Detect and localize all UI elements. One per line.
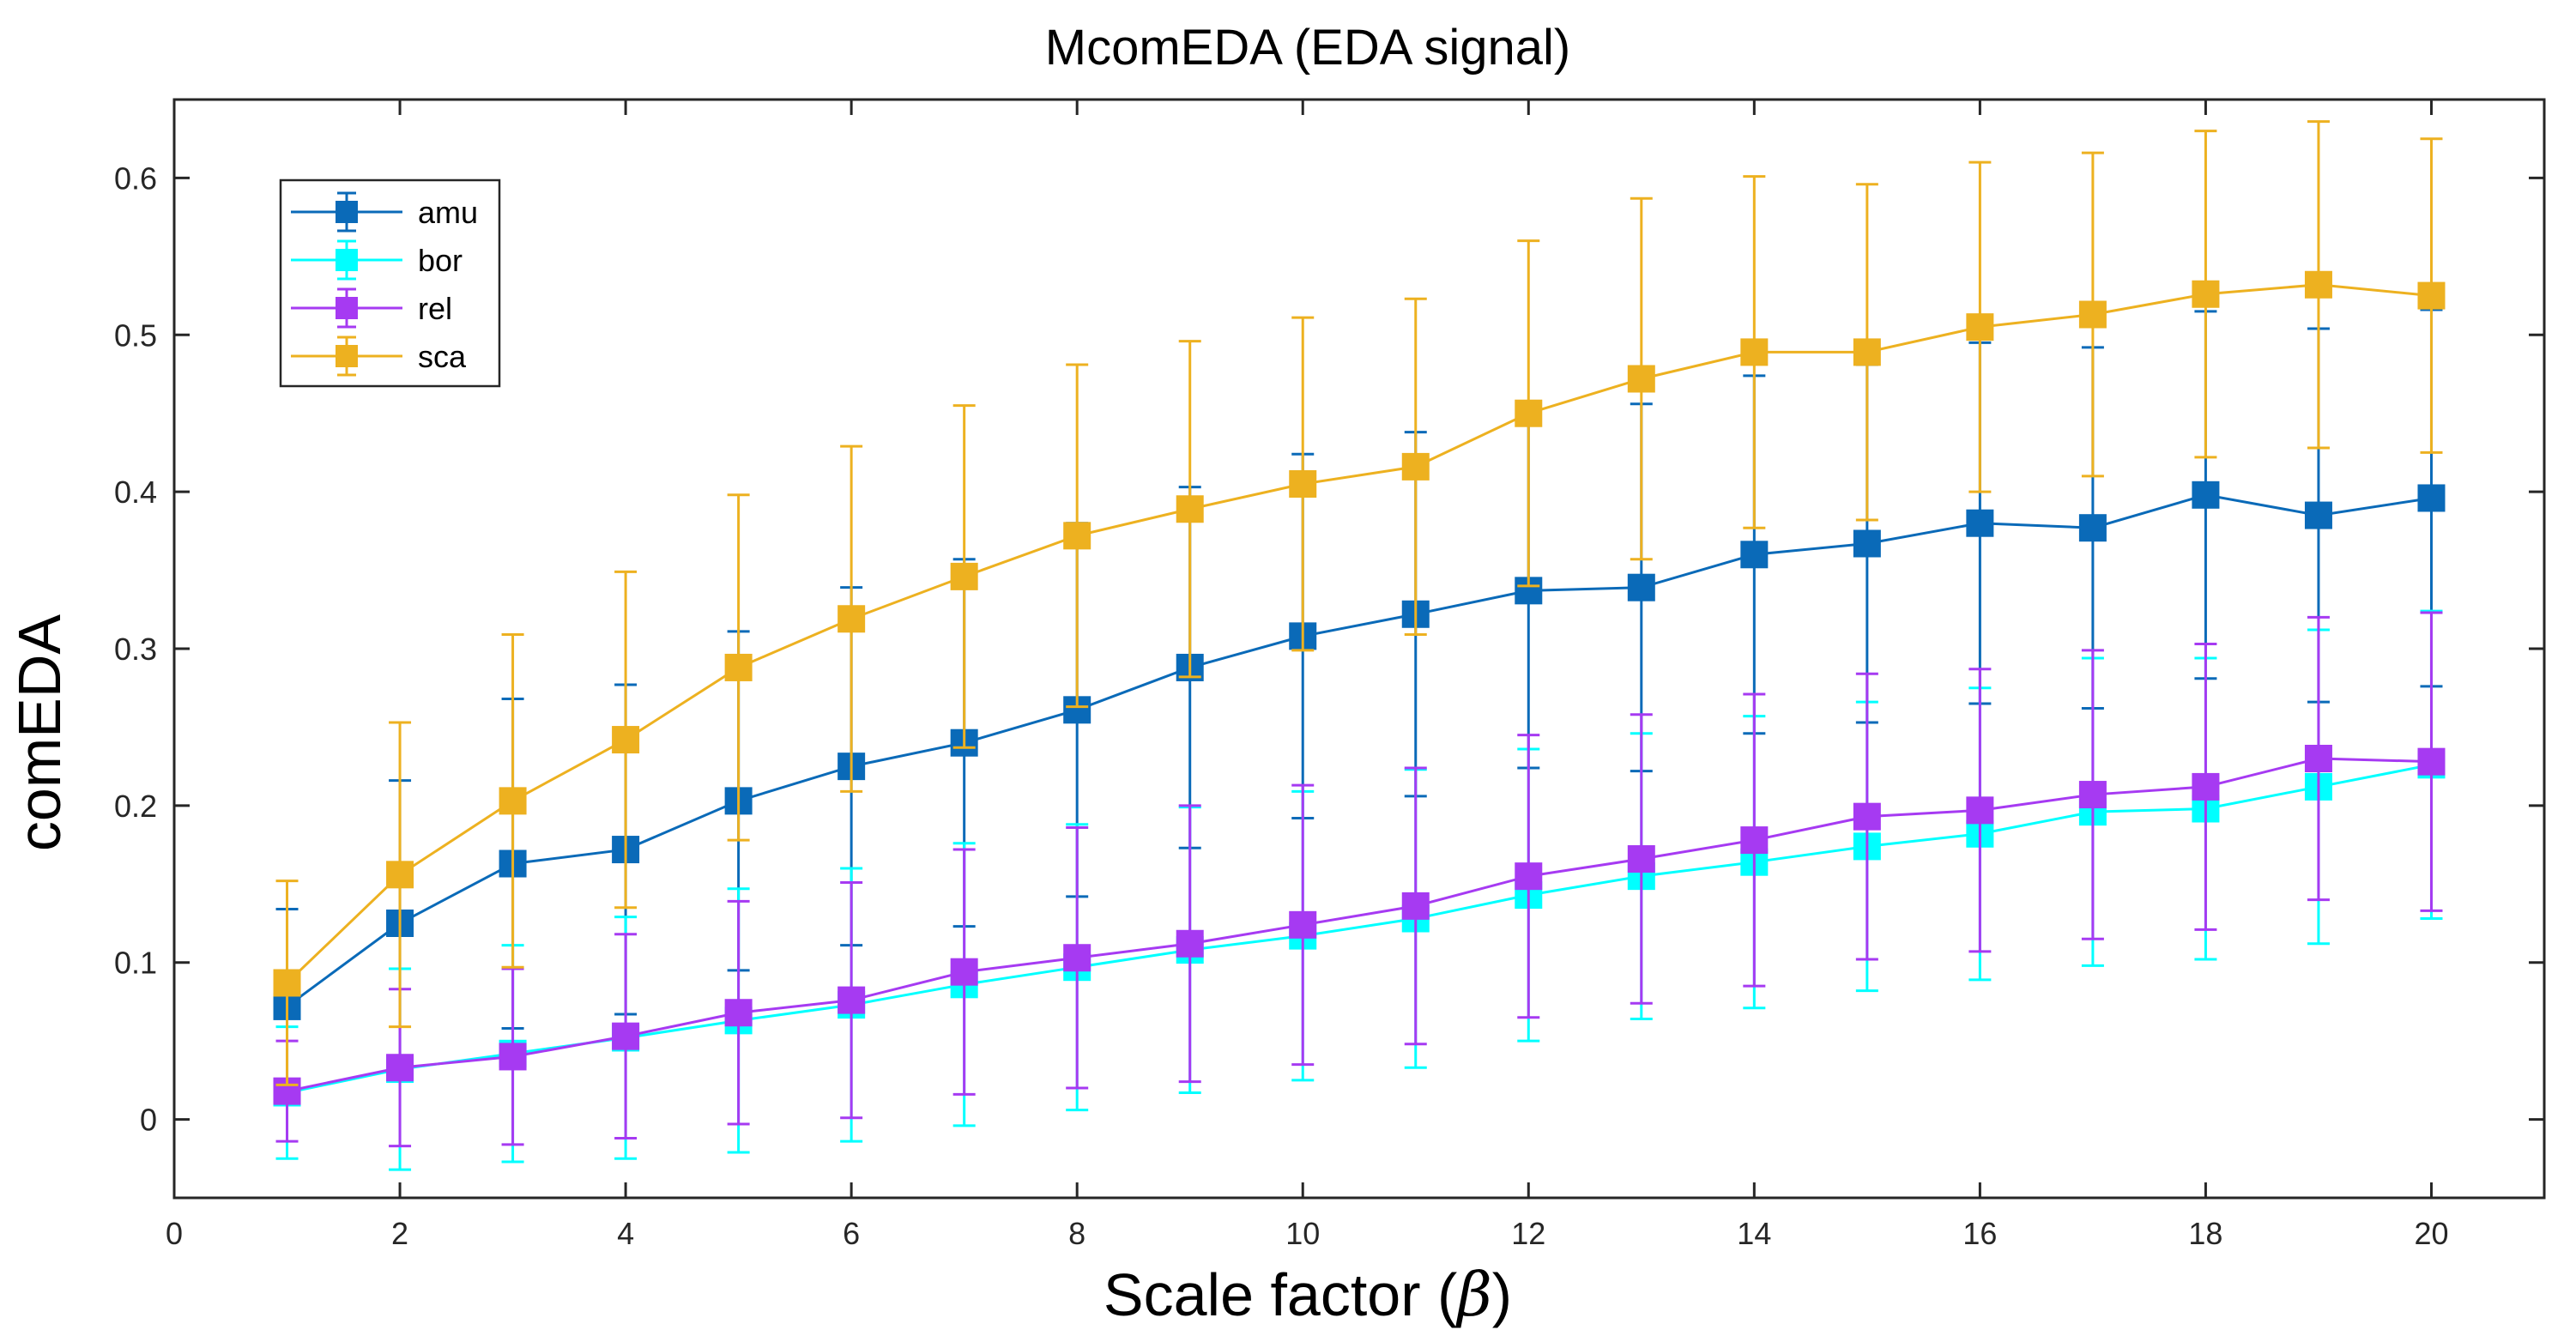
data-point-sca xyxy=(1966,313,1994,342)
series-bor xyxy=(273,609,2446,1171)
legend-marker-sca xyxy=(336,345,358,367)
data-point-rel xyxy=(1740,826,1769,855)
x-axis-label-text: Scale factor ( xyxy=(1104,1261,1457,1328)
x-axis-label-close: ) xyxy=(1492,1261,1512,1328)
y-tick-label: 0.1 xyxy=(114,946,157,981)
data-point-sca xyxy=(1740,338,1769,366)
data-point-rel xyxy=(2078,781,2107,809)
data-point-sca xyxy=(1853,338,1881,366)
data-point-rel xyxy=(386,1054,414,1082)
data-point-rel xyxy=(1627,845,1655,874)
data-point-sca xyxy=(386,861,414,889)
series-amu xyxy=(273,308,2446,1105)
data-point-sca xyxy=(1289,470,1317,498)
legend-label-amu: amu xyxy=(418,195,478,230)
x-axis-label-symbol: β xyxy=(1454,1260,1491,1330)
data-point-rel xyxy=(499,1043,527,1071)
legend-label-rel: rel xyxy=(418,291,452,326)
data-point-rel xyxy=(2192,772,2220,801)
data-point-sca xyxy=(273,969,301,997)
data-point-amu xyxy=(2192,481,2220,509)
legend: amu bor rel sca xyxy=(279,178,501,388)
data-point-amu xyxy=(1966,509,1994,537)
data-point-rel xyxy=(2417,747,2446,776)
y-axis-label-group: comEDA xyxy=(6,614,73,851)
data-point-sca xyxy=(724,653,753,681)
data-point-rel xyxy=(1063,944,1091,972)
legend-item-rel: rel xyxy=(291,287,452,329)
data-point-amu xyxy=(2078,514,2107,542)
x-tick-label: 12 xyxy=(1511,1216,1545,1251)
data-point-amu xyxy=(2417,484,2446,512)
legend-item-amu: amu xyxy=(291,191,478,233)
y-axis-label: comEDA xyxy=(6,614,73,851)
legend-marker-amu xyxy=(336,201,358,223)
series-line-sca xyxy=(286,283,2432,984)
data-point-rel xyxy=(1401,892,1430,920)
data-point-rel xyxy=(950,958,978,986)
data-point-sca xyxy=(1401,452,1430,481)
axes: 0 2 4 6 8 10 12 14 16 18 20 0 0.1 0.2 0.3 0.4 0.5 0.6 xyxy=(114,98,2546,1251)
series-line-rel xyxy=(287,757,2432,1093)
data-point-rel xyxy=(1853,802,1881,831)
y-tick-label: 0.2 xyxy=(114,789,157,824)
legend-box xyxy=(279,178,501,388)
data-point-sca xyxy=(2417,281,2446,310)
legend-marker-bor xyxy=(336,249,358,271)
data-point-rel xyxy=(1966,796,1994,825)
data-point-sca xyxy=(612,726,640,754)
plot-area xyxy=(273,120,2446,1171)
data-point-sca xyxy=(1627,365,1655,393)
data-point-amu xyxy=(1740,541,1769,569)
y-tick-label: 0 xyxy=(140,1103,157,1138)
data-point-rel xyxy=(1176,929,1204,958)
legend-label-sca: sca xyxy=(418,339,467,374)
data-point-sca xyxy=(2192,280,2220,308)
series-rel xyxy=(273,611,2446,1148)
data-point-amu xyxy=(2304,501,2332,529)
data-point-rel xyxy=(612,1022,640,1050)
data-point-sca xyxy=(838,605,866,633)
series-line-bor xyxy=(287,763,2432,1094)
series-line-amu xyxy=(286,493,2432,1008)
x-tick-label: 20 xyxy=(2414,1216,2448,1251)
data-point-sca xyxy=(1176,495,1204,523)
y-tick-label: 0.4 xyxy=(114,475,157,510)
data-point-amu xyxy=(1853,529,1881,558)
data-point-rel xyxy=(2304,745,2332,772)
data-point-rel xyxy=(838,986,866,1014)
chart-title: McomEDA (EDA signal) xyxy=(1045,20,1570,76)
data-point-sca xyxy=(1515,399,1543,427)
x-tick-label: 2 xyxy=(391,1216,408,1251)
data-point-rel xyxy=(724,999,753,1027)
axes-box xyxy=(172,98,2546,1200)
data-point-rel xyxy=(1289,910,1317,939)
x-tick-label: 10 xyxy=(1285,1216,1320,1251)
data-point-sca xyxy=(2304,270,2332,299)
legend-item-sca: sca xyxy=(291,336,467,377)
x-tick-label: 4 xyxy=(617,1216,634,1251)
x-tick-label: 6 xyxy=(843,1216,860,1251)
legend-item-bor: bor xyxy=(291,239,463,281)
data-point-sca xyxy=(1063,522,1091,550)
series-sca xyxy=(273,120,2446,1086)
x-axis-label: Scale factor (β) xyxy=(1104,1260,1512,1330)
legend-marker-rel xyxy=(336,297,358,319)
data-point-rel xyxy=(1515,862,1543,891)
data-point-sca xyxy=(950,562,978,590)
y-tick-label: 0.5 xyxy=(114,317,157,353)
x-tick-label: 14 xyxy=(1737,1216,1771,1251)
y-tick-label: 0.6 xyxy=(114,160,157,196)
x-tick-label: 16 xyxy=(1962,1216,1997,1251)
data-point-amu xyxy=(1627,573,1655,601)
x-tick-label: 8 xyxy=(1068,1216,1085,1251)
y-tick-label: 0.3 xyxy=(114,632,157,667)
legend-label-bor: bor xyxy=(418,243,463,278)
x-tick-label: 0 xyxy=(166,1216,183,1251)
data-point-sca xyxy=(2078,300,2107,329)
x-tick-label: 18 xyxy=(2188,1216,2222,1251)
data-point-sca xyxy=(499,787,527,815)
